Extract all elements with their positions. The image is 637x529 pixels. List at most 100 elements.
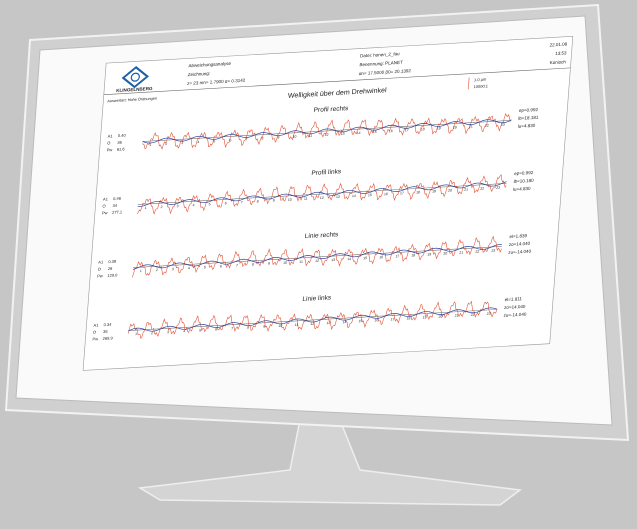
tooth-number: 7: [231, 327, 233, 331]
tooth-number: 17: [390, 317, 394, 321]
tooth-number: 14: [342, 320, 346, 324]
tooth-number: 23: [491, 249, 495, 253]
tooth-number: 8: [247, 326, 249, 330]
wave-fit: [128, 307, 498, 332]
tooth-number: 13: [336, 195, 340, 199]
param-name: Pw: [102, 210, 108, 215]
param-value: 269.9: [102, 335, 113, 341]
tooth-number: 6: [220, 264, 222, 268]
tooth-number: 1: [140, 269, 142, 273]
tooth-number: 12: [310, 322, 314, 326]
header-text: Konisch: [550, 59, 567, 65]
tooth-number: 22: [471, 313, 475, 317]
stat: lb=10.180: [513, 178, 534, 184]
tooth-number: 17: [400, 191, 404, 195]
param-value: 35: [103, 329, 109, 334]
tooth-number: 19: [432, 189, 436, 193]
tooth-number: 5: [199, 328, 201, 332]
tooth-number: 10: [283, 261, 287, 265]
tooth-number: 4: [197, 140, 199, 144]
logo-ring: [130, 72, 140, 82]
report-page: [82, 36, 574, 371]
tooth-number: 17: [405, 128, 409, 132]
wave-trace: [132, 235, 502, 278]
tooth-number: 3: [167, 330, 169, 334]
param-name: O: [107, 140, 111, 145]
tooth-number: 21: [459, 251, 463, 255]
param-name: Pw: [107, 147, 113, 152]
tooth-number: 14: [352, 194, 356, 198]
param-value: 34: [112, 203, 118, 208]
logo-text: KLINGELNBERG: [116, 86, 153, 93]
param-value: 61.6: [117, 146, 126, 151]
tooth-number: 10: [278, 324, 282, 328]
stat: ep=0.992: [514, 170, 534, 176]
tooth-number: 18: [411, 253, 415, 257]
tooth-number: 8: [257, 200, 259, 204]
tooth-number: 2: [156, 268, 158, 272]
tooth-number: 13: [340, 132, 344, 136]
tooth-number: 13: [326, 321, 330, 325]
tooth-number: 15: [358, 319, 362, 323]
monitor-stand: [137, 419, 522, 506]
scale-length: 1.0 µm: [474, 77, 487, 83]
tooth-number: 23: [487, 312, 491, 316]
tooth-number: 2: [151, 331, 153, 335]
header-rule: [103, 67, 571, 95]
param-name: O: [93, 330, 97, 335]
tooth-number: 6: [229, 138, 231, 142]
tooth-number: 1: [144, 206, 146, 210]
evaluation-label: Auswertart: Hohe Ordnungen: [107, 97, 157, 104]
baseline: [133, 246, 502, 268]
tooth-number: 11: [299, 260, 303, 264]
tooth-number: 18: [406, 316, 410, 320]
tooth-number: 22: [480, 187, 484, 191]
tooth-number: 23: [501, 123, 505, 127]
tooth-number: 3: [176, 204, 178, 208]
tooth-number: 16: [384, 192, 388, 196]
stat: zo=14.040: [504, 304, 526, 310]
header-text: Zeichnung:: [188, 71, 211, 77]
param-value: 0.38: [108, 259, 117, 264]
tooth-number: 2: [165, 142, 167, 146]
header-text: Abweichungsanalyse: [188, 61, 231, 68]
report: KLINGELNBERG Abweichungsanalyse Zeichnun…: [82, 36, 574, 371]
param-name: Pw: [92, 336, 98, 341]
section-title: Profil links: [311, 168, 342, 177]
param-value: 0.46: [113, 196, 122, 201]
tooth-number: 4: [183, 329, 185, 333]
wave-trace: [136, 173, 507, 215]
tooth-number: 11: [309, 134, 313, 138]
header-text: 13:53: [555, 50, 567, 56]
tooth-number: 9: [268, 262, 270, 266]
section-title: Linie links: [302, 294, 332, 303]
stat: lb=18.181: [518, 115, 539, 121]
section-title: Profil rechts: [313, 105, 349, 114]
tooth-number: 4: [192, 203, 194, 207]
tooth-number: 21: [469, 124, 473, 128]
tooth-number: 16: [379, 255, 383, 259]
tooth-number: 20: [448, 188, 452, 192]
tooth-number: 22: [485, 124, 489, 128]
param-name: A1: [103, 196, 109, 201]
wave-fit: [137, 181, 507, 207]
stat: lu=4.830: [513, 186, 531, 192]
tooth-number: 20: [438, 315, 442, 319]
logo-mark: [121, 66, 149, 89]
tooth-number: 8: [261, 136, 263, 140]
tooth-number: 19: [422, 315, 426, 319]
tooth-number: 12: [324, 133, 328, 137]
tooth-number: 16: [389, 129, 393, 133]
tooth-number: 6: [225, 201, 227, 205]
param-value: 36: [117, 140, 123, 145]
tooth-number: 2: [160, 205, 162, 209]
tooth-number: 1: [135, 332, 137, 336]
tooth-number: 21: [464, 188, 468, 192]
tooth-number: 5: [208, 202, 210, 206]
header-text: 22.01.08: [549, 42, 568, 48]
header-text: Benennung: PLANET: [359, 60, 403, 67]
tooth-number: 14: [347, 257, 351, 261]
param-value: 277.1: [112, 209, 123, 215]
tooth-number: 18: [416, 190, 420, 194]
param-name: A1: [108, 133, 114, 138]
